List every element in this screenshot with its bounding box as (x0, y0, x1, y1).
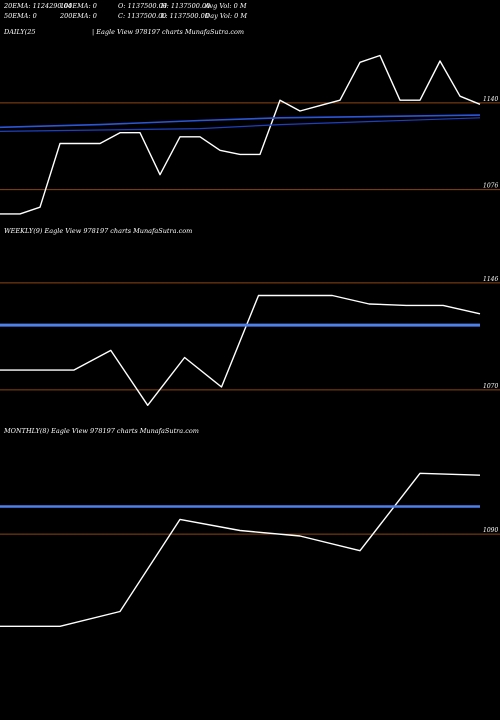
header-open: O: 1137500.00 (118, 2, 167, 10)
header-high: H: 1137500.00 (160, 2, 210, 10)
header-200ema: 200EMA: 0 (59, 12, 97, 20)
weekly-price-line (0, 294, 481, 406)
daily-y-tick-label: 1140 (483, 96, 498, 103)
header-close: C: 1137500.00 (118, 12, 167, 20)
daily-watermark: | Eagle View 978197 charts MunafaSutra.c… (92, 28, 244, 36)
monthly-price-line (0, 472, 481, 627)
header-50ema: 50EMA: 0 (4, 12, 37, 20)
weekly-y-tick-label: 1146 (483, 276, 498, 283)
daily-y-tick-label: 1076 (483, 183, 498, 190)
weekly-y-tick-label: 1070 (483, 383, 498, 390)
header-100ema: 100EMA: 0 (60, 2, 97, 10)
header-avg-vol: Avg Vol: 0 M (204, 2, 247, 10)
monthly-y-tick-label: 1090 (483, 527, 498, 534)
daily-ema-line-0 (0, 117, 481, 132)
header-day-vol: Day Vol: 0 M (204, 12, 247, 20)
daily-price-line (0, 54, 481, 215)
monthly-panel-label: MONTHLY(8) Eagle View 978197 charts Muna… (3, 427, 199, 435)
header-low: L: 1137500.00 (160, 12, 209, 20)
header-20ema: 20EMA: 1124290.04 (3, 2, 72, 10)
weekly-panel-label: WEEKLY(9) Eagle View 978197 charts Munaf… (4, 227, 192, 235)
daily-ema-line-1 (0, 114, 481, 129)
daily-panel-label: DAILY(25 (3, 28, 35, 36)
